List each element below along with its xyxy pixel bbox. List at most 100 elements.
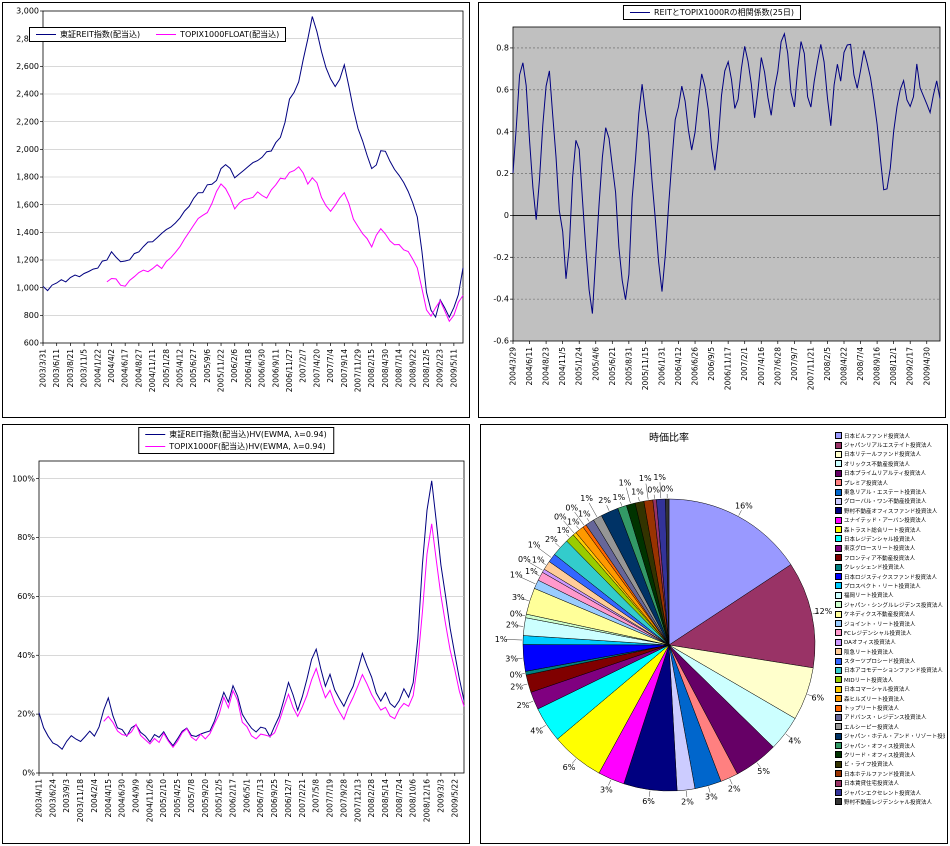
x-tick-label: 2007/12/13 <box>353 779 362 822</box>
legend-label: ケネディクス不動産投資法人 <box>844 612 915 619</box>
pie-legend-item: ビ・ライフ投資法人 <box>835 760 945 769</box>
x-tick-label: 2007/7/4 <box>326 349 335 383</box>
pie-percent-label: 0% <box>565 503 578 512</box>
legend-label: 日本ホテルファンド投資法人 <box>844 771 916 778</box>
x-tick-label: 2005/6/27 <box>189 349 198 388</box>
pie-legend-item: 東京グロースリート投資法人 <box>835 544 945 553</box>
pie-percent-label: 1% <box>557 526 570 535</box>
chart-panel-index[interactable]: 600 800 1,000 1,200 1,400 1,600 1,800 2,000 2,20… <box>2 2 470 418</box>
x-tick-label: 2007/9/28 <box>339 779 348 818</box>
legend-label: TOPIX1000FLOAT(配当込) <box>180 30 280 39</box>
legend-label: 森トラスト総合リート投資法人 <box>844 527 921 534</box>
pie-label-leader <box>729 778 733 785</box>
x-tick-label: 2003/8/21 <box>66 349 75 388</box>
pie-legend-item: 阪急リート投資法人 <box>835 647 945 656</box>
legend-line-sample <box>145 446 166 447</box>
pie-legend-item: 東急リアル・エステート投資法人 <box>835 487 945 496</box>
x-tick-label: 2006/1/31 <box>657 347 666 386</box>
x-tick-label: 2003/6/11 <box>52 349 61 388</box>
y-tick-label: 0% <box>22 769 35 778</box>
chart-panel-volatility[interactable]: 0% 20% 40% 60% 80% 100% 2003/4/11 2003/6/24 2003… <box>2 424 470 844</box>
y-tick-label: 0.6 <box>496 85 509 94</box>
legend-label: 森ヒルズリート投資法人 <box>844 696 905 703</box>
legend-label: 日本リテールファンド投資法人 <box>844 452 922 459</box>
pie-slice <box>665 498 670 646</box>
pie-percent-label: 1% <box>525 567 538 576</box>
pie-percent-label: 1% <box>528 540 541 549</box>
series-line-0 <box>512 32 941 314</box>
x-tick-label: 2003/3/31 <box>39 349 48 388</box>
pie-label-leader <box>738 510 742 516</box>
x-tick-label: 2007/9/14 <box>340 349 349 388</box>
legend-label: 日本レジデンシャル投資法人 <box>844 536 916 543</box>
legend-color-swatch <box>835 751 842 759</box>
pie-percent-label: 0% <box>661 485 674 494</box>
pie-percent-label: 2% <box>545 535 558 544</box>
legend-label: ユナイテッド・アーバン投資法人 <box>844 518 927 525</box>
pie-legend-item: スターツプロシード投資法人 <box>835 656 945 665</box>
x-tick-label: 2009/2/23 <box>436 349 445 388</box>
legend-label: 日本アコモデーションファンド投資法人 <box>844 668 943 675</box>
pie-percent-label: 1% <box>613 493 626 502</box>
x-tick-label: 2008/7/14 <box>395 349 404 388</box>
x-tick-label: 2007/2/21 <box>298 779 307 818</box>
pie-percent-label: 12% <box>815 607 833 616</box>
x-tick-label: 2006/12/7 <box>284 779 293 818</box>
hv-chart-svg: 0% 20% 40% 60% 80% 100% 2003/4/11 2003/6/24 2003… <box>12 460 465 822</box>
pie-label-leader <box>576 525 579 530</box>
pie-percent-label: 3% <box>512 593 525 602</box>
x-tick-label: 2005/8/31 <box>624 347 633 386</box>
pie-legend-item: 日本ロジスティクスファンド投資法人 <box>835 572 945 581</box>
pie-percent-label: 6% <box>811 694 824 703</box>
legend-color-swatch <box>835 798 842 806</box>
index-chart-svg: 600 800 1,000 1,200 1,400 1,600 1,800 2,000 2,20… <box>16 7 464 392</box>
x-tick-label: 2004/11/26 <box>145 779 154 822</box>
pie-label-leader <box>566 534 570 538</box>
pie-label-leader <box>517 625 524 627</box>
pie-label-leader <box>649 790 651 797</box>
x-tick-label: 2004/4/2 <box>107 349 116 383</box>
x-tick-label: 2007/4/20 <box>312 349 321 388</box>
y-tick-label: 800 <box>24 311 39 320</box>
legend-label: ジョイント・リート投資法人 <box>844 621 916 628</box>
y-tick-label: -0.4 <box>493 295 509 304</box>
x-tick-label: 2006/9/11 <box>271 349 280 388</box>
y-tick-label: 60% <box>17 592 35 601</box>
legend-color-swatch <box>835 789 842 797</box>
x-tick-label: 2006/7/13 <box>256 779 265 818</box>
legend-label: 東京グロースリート投資法人 <box>844 546 916 553</box>
chart-panel-correlation[interactable]: -0.6 -0.4 -0.2 0 0.2 0.4 0.6 0.8 2004/3/29 2004/6… <box>478 2 946 418</box>
legend-color-swatch <box>835 432 842 440</box>
x-tick-label: 2009/5/11 <box>449 349 458 388</box>
y-tick-label: 0 <box>504 211 509 220</box>
legend-color-swatch <box>835 450 842 458</box>
legend-item: REITとTOPIX1000Rの相関係数(25日) <box>629 7 794 18</box>
legend-color-swatch <box>835 760 842 768</box>
legend-color-swatch <box>835 732 842 740</box>
legend-label: アドバンス・レジデンス投資法人 <box>844 715 927 722</box>
legend-label: エルシーピー投資法人 <box>844 724 900 731</box>
y-tick-label: 2,600 <box>16 62 39 71</box>
pie-percent-label: 2% <box>517 701 530 710</box>
legend-color-swatch <box>835 516 842 524</box>
pie-legend-item: 日本コマーシャル投資法人 <box>835 685 945 694</box>
y-tick-label: 20% <box>17 710 35 719</box>
pie-legend-item: アドバンス・レジデンス投資法人 <box>835 713 945 722</box>
legend-color-swatch <box>835 779 842 787</box>
chart-panel-pie[interactable]: 16% 12% 6% 4% 5% 2% 3% 2% 6% 3% 6% 4% 2% 2% 0% 3% 1% 2% 0%… <box>480 424 948 844</box>
legend-color-swatch <box>835 676 842 684</box>
pie-slice <box>668 498 792 646</box>
x-tick-label: 2008/7/24 <box>395 779 404 818</box>
legend-label: スターツプロシード投資法人 <box>844 659 916 666</box>
y-tick-label: 1,000 <box>16 283 39 292</box>
legend-label: 日本コマーシャル投資法人 <box>844 687 910 694</box>
legend-label: 東証REIT指数(配当込) <box>60 30 141 39</box>
legend-label: 日本賃貸住宅投資法人 <box>844 781 900 788</box>
y-tick-label: 1,200 <box>16 256 39 265</box>
legend-color-swatch <box>835 488 842 496</box>
x-tick-label: 2007/2/1 <box>740 347 749 381</box>
x-tick-label: 2004/11/11 <box>148 349 157 392</box>
y-tick-label: 1,400 <box>16 228 39 237</box>
pie-legend-item: ジャパン・シングルレジデンス投資法人 <box>835 600 945 609</box>
legend-label: プロスペクト・リート投資法人 <box>844 583 921 590</box>
